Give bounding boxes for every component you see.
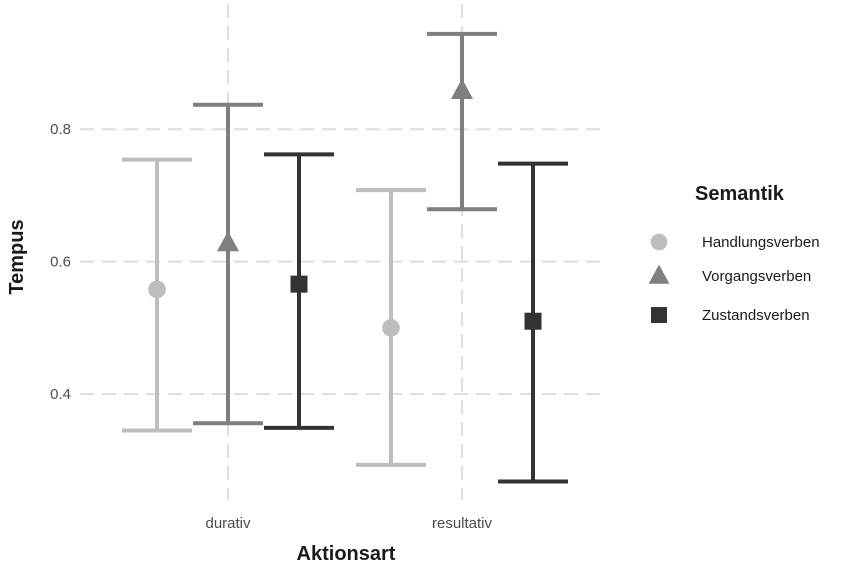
marks-layer [122,31,568,484]
errorbar-handlungsverben [356,188,426,467]
legend-item-zustandsverben: Zustandsverben [651,307,810,324]
errorbar-handlungsverben [122,157,192,433]
legend-key-square-icon [651,307,667,323]
y-tick-labels: 0.4 0.6 0.8 [50,121,71,403]
y-tick-label: 0.6 [50,254,71,271]
x-axis-title: Aktionsart [297,543,396,565]
point-zustandsverben [290,275,308,293]
point-handlungsverben [148,280,166,299]
errorbar-zustandsverben [264,152,334,430]
x-tick-label: durativ [205,515,251,532]
legend-label: Zustandsverben [702,307,810,324]
legend-item-vorgangsverben: Vorgangsverben [648,264,811,285]
errorbar-vorgangsverben [193,102,263,426]
legend-key-triangle-icon [648,264,670,284]
legend-key-circle-icon [650,233,668,251]
point-zustandsverben [524,312,542,330]
errorbar-zustandsverben [498,161,568,484]
legend-title: Semantik [695,183,785,205]
point-vorgangsverben [216,230,240,252]
legend-label: Vorgangsverben [702,268,811,285]
legend: Semantik Handlungsverben Vorgangsverben Zu… [648,183,820,324]
y-axis-title: Tempus [6,219,28,294]
errorbar-vorgangsverben [427,31,497,212]
legend-label: Handlungsverben [702,234,820,251]
point-handlungsverben [382,318,400,337]
x-tick-labels: durativ resultativ [205,515,492,532]
y-tick-label: 0.4 [50,386,71,403]
legend-item-handlungsverben: Handlungsverben [650,233,820,251]
legend-items: Handlungsverben Vorgangsverben Zustandsver… [648,233,820,324]
x-tick-label: resultativ [432,515,493,532]
y-tick-label: 0.8 [50,121,71,138]
point-vorgangsverben [450,78,474,99]
